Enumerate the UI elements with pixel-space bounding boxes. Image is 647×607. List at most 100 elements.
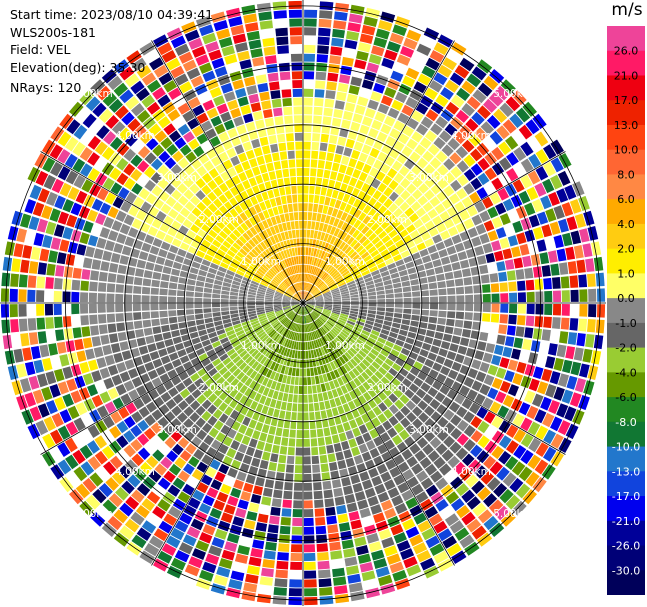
velocity-gate (338, 317, 347, 322)
velocity-gate (226, 587, 241, 599)
velocity-gate (312, 464, 321, 473)
velocity-gate (159, 288, 168, 296)
velocity-gate (226, 532, 240, 544)
velocity-gate (312, 133, 321, 142)
velocity-gate (511, 348, 521, 360)
velocity-gate (427, 450, 440, 463)
velocity-gate (207, 179, 218, 191)
velocity-gate (324, 253, 331, 262)
velocity-gate (297, 264, 300, 273)
velocity-gate (198, 269, 208, 277)
velocity-gate (358, 384, 367, 394)
velocity-gate (118, 187, 130, 200)
velocity-gate (142, 476, 156, 490)
velocity-gate (378, 402, 388, 412)
velocity-gate (242, 245, 251, 253)
velocity-gate (350, 303, 359, 306)
velocity-gate (136, 527, 152, 541)
velocity-gate (277, 418, 284, 428)
velocity-gate (296, 430, 303, 439)
velocity-gate (299, 282, 302, 291)
velocity-gate (319, 338, 325, 346)
velocity-gate (164, 423, 176, 436)
velocity-gate (267, 72, 279, 82)
velocity-gate (248, 347, 257, 355)
velocity-gate (291, 62, 303, 71)
velocity-gate (272, 343, 279, 352)
velocity-gate (359, 306, 368, 310)
velocity-gate (300, 255, 303, 264)
velocity-gate (338, 356, 346, 365)
velocity-gate (266, 359, 273, 369)
velocity-gate (198, 353, 208, 362)
velocity-gate (355, 179, 364, 190)
velocity-gate (333, 153, 342, 164)
velocity-gate (275, 125, 285, 134)
velocity-gate (229, 70, 242, 82)
velocity-gate (382, 420, 393, 431)
velocity-gate (196, 429, 208, 441)
velocity-gate (104, 354, 115, 366)
velocity-gate (532, 226, 544, 240)
velocity-gate (509, 292, 518, 303)
velocity-gate (301, 264, 303, 273)
velocity-gate (115, 313, 124, 322)
velocity-gate (260, 356, 268, 365)
velocity-gate (320, 365, 326, 374)
colorbar-tick-label: -6.0 (615, 391, 636, 404)
velocity-gate (306, 238, 310, 247)
velocity-gate (358, 152, 369, 163)
velocity-gate (291, 303, 300, 306)
colorbar: 26.021.017.013.010.08.06.04.02.01.00.0-1… (607, 26, 645, 595)
velocity-gate (345, 166, 354, 176)
velocity-gate (279, 151, 288, 160)
velocity-gate (220, 111, 232, 123)
velocity-gate (46, 191, 58, 206)
velocity-gate (41, 205, 53, 220)
velocity-gate (515, 107, 531, 123)
velocity-gate (557, 420, 571, 436)
velocity-gate (227, 467, 238, 478)
velocity-gate (267, 389, 275, 398)
velocity-gate (330, 285, 338, 291)
colorbar-segment (607, 322, 645, 349)
velocity-gate (304, 44, 316, 54)
velocity-gate (379, 266, 388, 273)
velocity-gate (477, 486, 491, 501)
velocity-gate (163, 380, 174, 391)
velocity-gate (227, 495, 239, 507)
velocity-gate (450, 179, 462, 192)
velocity-gate (255, 119, 265, 130)
velocity-gate (149, 57, 164, 71)
velocity-gate (471, 525, 487, 540)
velocity-gate (141, 520, 157, 534)
velocity-gate (315, 517, 326, 526)
velocity-gate (170, 527, 185, 541)
velocity-gate (313, 340, 318, 349)
velocity-gate (430, 183, 442, 195)
velocity-gate (308, 194, 314, 203)
velocity-gate (499, 380, 511, 393)
velocity-gate (271, 280, 279, 287)
velocity-gate (263, 261, 271, 269)
velocity-gate (183, 430, 195, 442)
velocity-gate (306, 305, 313, 310)
velocity-gate (274, 323, 282, 330)
velocity-gate (403, 297, 412, 303)
velocity-gate (202, 32, 217, 45)
velocity-gate (322, 373, 329, 383)
velocity-gate (363, 254, 372, 263)
velocity-gate (273, 305, 282, 308)
velocity-gate (315, 297, 324, 301)
velocity-gate (33, 359, 44, 374)
velocity-gate (295, 332, 299, 341)
velocity-gate (511, 500, 527, 516)
colorbar-segment (607, 446, 645, 472)
velocity-gate (364, 70, 377, 82)
velocity-gate (230, 487, 242, 499)
velocity-gate (296, 238, 300, 247)
velocity-gate (482, 243, 493, 254)
velocity-gate (275, 427, 283, 437)
velocity-gate (304, 570, 317, 579)
velocity-gate (350, 121, 361, 132)
